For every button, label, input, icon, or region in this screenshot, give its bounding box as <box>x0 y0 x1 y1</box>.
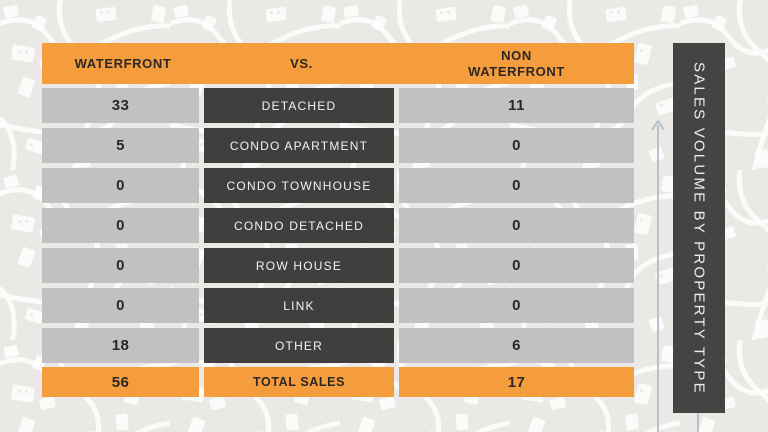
waterfront-value: 0 <box>42 288 199 323</box>
non-waterfront-total-value: 17 <box>399 367 634 397</box>
property-type-label: CONDO TOWNHOUSE <box>204 168 394 203</box>
table-header-row: WATERFRONT VS. NON WATERFRONT <box>42 43 634 84</box>
header-waterfront: WATERFRONT <box>74 55 172 71</box>
property-type-label: CONDO APARTMENT <box>204 128 394 163</box>
total-sales-label: TOTAL SALES <box>204 367 394 397</box>
table-row-row-house: 0 ROW HOUSE 0 <box>42 248 634 283</box>
header-vs: VS. <box>290 55 313 71</box>
non-waterfront-value: 0 <box>399 128 634 163</box>
table-row-other: 18 OTHER 6 <box>42 328 634 363</box>
waterfront-value: 0 <box>42 168 199 203</box>
property-type-label: ROW HOUSE <box>204 248 394 283</box>
sidebar-title-band: SALES VOLUME BY PROPERTY TYPE <box>673 43 725 413</box>
table-row-condo-townhouse: 0 CONDO TOWNHOUSE 0 <box>42 168 634 203</box>
waterfront-value: 0 <box>42 208 199 243</box>
non-waterfront-value: 0 <box>399 208 634 243</box>
band-pole-line <box>697 413 699 432</box>
property-type-label: CONDO DETACHED <box>204 208 394 243</box>
non-waterfront-value: 11 <box>399 88 634 123</box>
waterfront-value: 18 <box>42 328 199 363</box>
table-row-link: 0 LINK 0 <box>42 288 634 323</box>
sales-volume-table: WATERFRONT VS. NON WATERFRONT 33 DETACHE… <box>42 43 634 397</box>
non-waterfront-value: 6 <box>399 328 634 363</box>
waterfront-total-value: 56 <box>42 367 199 397</box>
property-type-label: DETACHED <box>204 88 394 123</box>
non-waterfront-value: 0 <box>399 248 634 283</box>
up-arrow-icon <box>651 119 665 432</box>
non-waterfront-value: 0 <box>399 288 634 323</box>
waterfront-value: 5 <box>42 128 199 163</box>
property-type-label: LINK <box>204 288 394 323</box>
waterfront-value: 33 <box>42 88 199 123</box>
non-waterfront-value: 0 <box>399 168 634 203</box>
table-row-total: 56 TOTAL SALES 17 <box>42 367 634 397</box>
sidebar-title: SALES VOLUME BY PROPERTY TYPE <box>690 61 708 395</box>
table-row-detached: 33 DETACHED 11 <box>42 88 634 123</box>
table-row-condo-detached: 0 CONDO DETACHED 0 <box>42 208 634 243</box>
waterfront-value: 0 <box>42 248 199 283</box>
property-type-label: OTHER <box>204 328 394 363</box>
table-row-condo-apartment: 5 CONDO APARTMENT 0 <box>42 128 634 163</box>
header-non-waterfront: NON WATERFRONT <box>468 47 565 79</box>
